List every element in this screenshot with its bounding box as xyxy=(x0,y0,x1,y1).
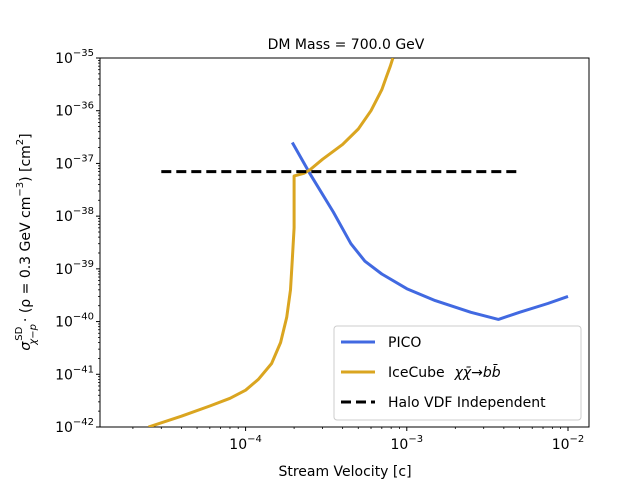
series-line-pico xyxy=(290,141,569,321)
legend-label-icecube-name: IceCube xyxy=(388,365,445,381)
y-axis-label: σSD χ−p · (ρ = 0.3 GeV cm−3) [cm2] xyxy=(14,133,39,350)
y-tick-label: 10−39 xyxy=(55,259,94,278)
series-layer xyxy=(148,58,569,427)
x-tick-label: 10−4 xyxy=(229,434,262,453)
y-label-unit: ) [cm xyxy=(18,145,34,182)
y-label-unit-exp: 2 xyxy=(15,139,26,145)
y-label-sup: SD xyxy=(14,326,25,340)
y-label-sigma: σ xyxy=(18,341,34,351)
legend-box xyxy=(333,325,582,421)
x-tick-label: 10−2 xyxy=(552,434,585,453)
y-label-close: ] xyxy=(18,133,34,138)
y-label-exp: −3 xyxy=(15,182,26,197)
y-tick-label: 10−38 xyxy=(55,206,94,225)
plot-area xyxy=(99,57,590,428)
series-line-icecube xyxy=(148,58,395,427)
y-label-sub: χ−p xyxy=(28,324,39,346)
ticks-layer: 10−4 10−3 10−2 10−42 10−41 10−40 10−39 10−38 10−… xyxy=(55,48,584,453)
y-tick-label: 10−37 xyxy=(55,153,94,172)
y-tick-label: 10−36 xyxy=(55,101,94,120)
y-label-rest: · (ρ = 0.3 GeV cm xyxy=(18,197,34,322)
legend-label-icecube: IceCube χχ̄→bb̄ xyxy=(388,363,501,381)
legend-label-icecube-math: χχ̄→bb̄ xyxy=(454,363,501,381)
legend: PICO IceCube χχ̄→bb̄ Halo VDF Independent xyxy=(333,325,582,421)
legend-label-pico: PICO xyxy=(388,335,421,351)
chart-title: DM Mass = 700.0 GeV xyxy=(268,37,425,53)
x-axis-label: Stream Velocity [c] xyxy=(278,464,411,480)
legend-label-halo: Halo VDF Independent xyxy=(388,395,546,411)
y-tick-label: 10−35 xyxy=(55,48,94,67)
x-tick-label: 10−3 xyxy=(390,434,423,453)
y-tick-label: 10−42 xyxy=(55,417,94,436)
y-tick-label: 10−40 xyxy=(55,312,94,331)
y-tick-label: 10−41 xyxy=(55,364,94,383)
